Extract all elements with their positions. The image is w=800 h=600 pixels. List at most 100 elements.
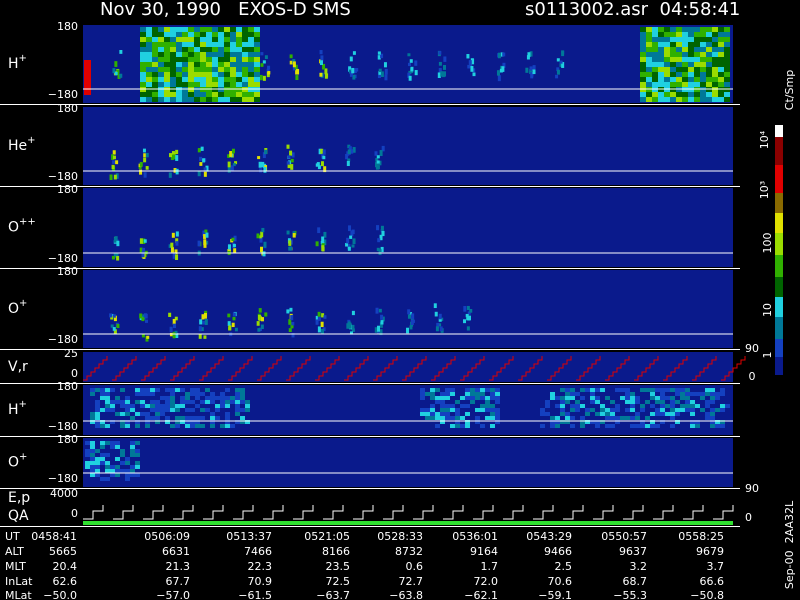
spectrum-cell (227, 167, 231, 173)
spectrum-cell (158, 32, 164, 37)
spectrum-cell (682, 37, 688, 42)
spectrum-cell (150, 416, 155, 420)
table-cell: 2.5 (555, 560, 573, 573)
spectrum-cell (230, 47, 236, 52)
spectrum-cell (376, 225, 380, 231)
spectrum-cell (182, 27, 188, 32)
spectrum-cell (615, 416, 620, 420)
spectrum-cell (264, 312, 268, 317)
spectrum-cell (529, 69, 533, 74)
spectrum-cell (490, 404, 495, 408)
spectrum-cell (206, 47, 212, 52)
spectrum-cell (170, 154, 174, 161)
spectrum-cell (90, 469, 95, 473)
spectrum-cell (143, 239, 147, 243)
spectrum-cell (158, 77, 164, 82)
spectrum-cell (120, 469, 125, 473)
panel-label-text: E,p (8, 490, 30, 506)
y-tick-label: −180 (48, 88, 78, 101)
spectrum-cell (345, 153, 349, 160)
spectrum-cell (407, 62, 411, 67)
spectrum-cell (176, 37, 182, 42)
spectrum-cell (650, 420, 655, 424)
spectrum-cell (105, 396, 110, 400)
spectrum-cell (110, 445, 115, 449)
spectrum-cell (235, 420, 240, 424)
spectrum-cell (470, 392, 475, 396)
spectrum-cell (455, 400, 460, 404)
spectrum-cell (188, 72, 194, 77)
spectrum-cell (146, 32, 152, 37)
spectrum-cell (688, 62, 694, 67)
spectrum-cell (188, 92, 194, 97)
spectrum-cell (377, 51, 381, 55)
spectrum-cell (175, 149, 179, 155)
spectrum-cell (114, 61, 118, 67)
spectrum-cell (712, 32, 718, 37)
spectrum-cell (724, 32, 730, 37)
spectrum-cell (260, 324, 264, 330)
spectrum-cell (460, 424, 465, 428)
spectrum-cell (113, 315, 117, 322)
spectrum-cell (114, 236, 118, 243)
spectrum-cell (565, 420, 570, 424)
spectrum-cell (135, 424, 140, 428)
spectrum-cell (288, 328, 292, 333)
spectrum-cell (262, 251, 266, 257)
spectrum-cell (688, 37, 694, 42)
panel (83, 352, 733, 382)
spectrum-cell (120, 404, 125, 408)
spectrum-cell (230, 52, 236, 57)
spectrum-cell (194, 32, 200, 37)
spectrum-cell (150, 392, 155, 396)
spectrum-cell (443, 56, 447, 62)
spectrum-cell (465, 412, 470, 416)
spectrum-cell (724, 72, 730, 77)
table-cell: 72.5 (326, 575, 351, 588)
y-tick-label: −180 (48, 420, 78, 433)
spectrum-cell (231, 322, 235, 328)
spectrum-cell (664, 37, 670, 42)
spectrum-cell (262, 60, 266, 64)
spectrum-cell (555, 404, 560, 408)
spectrum-cell (100, 424, 105, 428)
spectrum-cell (658, 67, 664, 72)
spectrum-cell (485, 408, 490, 412)
spectrum-cell (90, 441, 95, 445)
spectrum-cell (480, 404, 485, 408)
spectrum-cell (242, 67, 248, 72)
spectrum-cell (135, 461, 140, 465)
spectrum-cell (236, 62, 242, 67)
spectrum-cell (230, 396, 235, 400)
spectrum-cell (100, 457, 105, 461)
spectrum-cell (152, 82, 158, 87)
spectrum-cell (227, 248, 231, 253)
spectrum-cell (100, 445, 105, 449)
cb-seg (775, 277, 783, 297)
spectrum-cell (242, 32, 248, 37)
spectrum-cell (112, 327, 116, 331)
spectrum-cell (140, 42, 146, 47)
spectrum-cell (176, 32, 182, 37)
spectrum-cell (438, 51, 442, 55)
spectrum-cell (690, 400, 695, 404)
spectrum-cell (206, 57, 212, 62)
spectrum-cell (170, 404, 175, 408)
spectrum-cell (174, 330, 178, 335)
spectrum-cell (182, 62, 188, 67)
footer-note: Sep-00 2AA32L (783, 500, 796, 589)
spectrum-cell (152, 47, 158, 52)
spectrum-cell (227, 313, 231, 318)
spectrum-cell (84, 60, 91, 95)
table-cell: 0513:37 (226, 530, 272, 543)
spectrum-cell (690, 424, 695, 428)
spectrum-cell (660, 392, 665, 396)
spectrum-cell (85, 465, 90, 469)
spectrum-cell (712, 82, 718, 87)
spectrum-cell (164, 77, 170, 82)
spectrum-cell (236, 77, 242, 82)
spectrum-cell (676, 42, 682, 47)
spectrum-cell (199, 319, 203, 325)
spectrum-cell (182, 37, 188, 42)
spectrum-cell (152, 97, 158, 102)
